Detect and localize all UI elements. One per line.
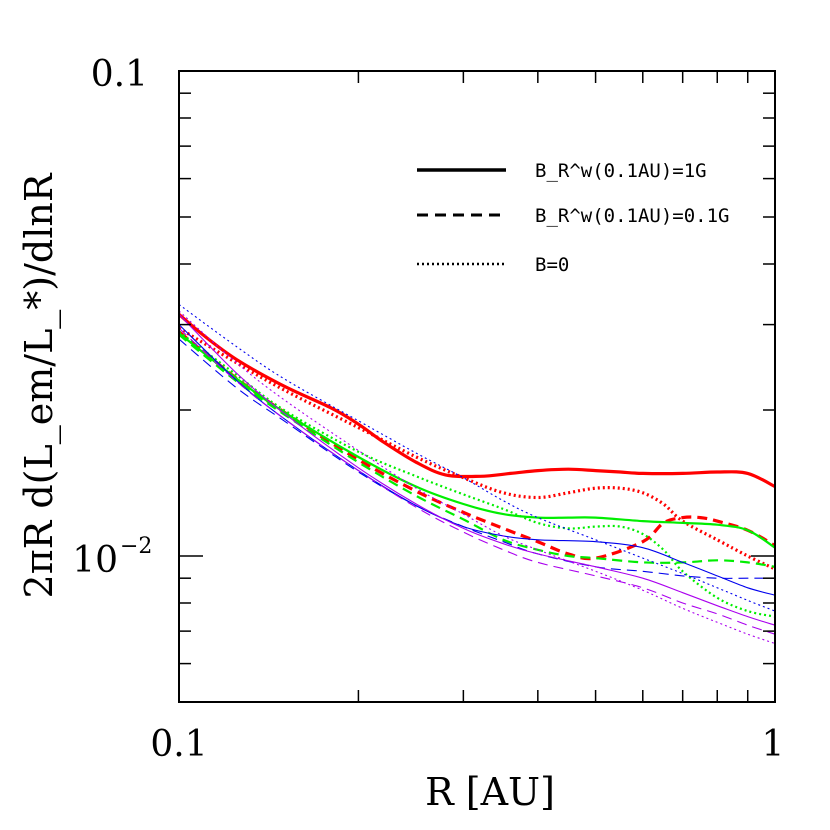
series-line-1: [177, 330, 776, 561]
y-axis-title: 2πR d(L_em/L_*)/dlnR: [17, 172, 62, 598]
series-line-2: [178, 326, 776, 571]
series-line-5: [178, 330, 776, 618]
y-tick-label-0-1: 0.1: [91, 54, 148, 95]
series-line-11: [178, 310, 776, 645]
legend: B_R^w(0.1AU)=1G B_R^w(0.1AU)=0.1G B=0: [417, 160, 729, 276]
series-line-9: [178, 313, 776, 626]
x-tick-label-1: 1: [762, 724, 785, 765]
plot-frame: [178, 70, 776, 703]
legend-label-dashed: B_R^w(0.1AU)=0.1G: [535, 205, 729, 227]
series-line-10: [178, 327, 776, 635]
series-line-3: [178, 332, 776, 549]
y-tick-label-exponent: −2: [120, 534, 152, 559]
y-tick-label-10-minus-2: 10: [72, 540, 118, 581]
legend-label-dotted: B=0: [535, 254, 569, 276]
x-axis-title: R [AU]: [425, 770, 555, 814]
tick-layer: [178, 70, 776, 703]
series-line-7: [178, 338, 775, 579]
x-tick-label-0-1: 0.1: [150, 724, 207, 765]
series-line-8: [178, 304, 776, 612]
series-line-6: [178, 324, 776, 596]
legend-label-solid: B_R^w(0.1AU)=1G: [535, 160, 707, 182]
series-layer: [177, 304, 776, 645]
series-line-0: [177, 313, 776, 489]
